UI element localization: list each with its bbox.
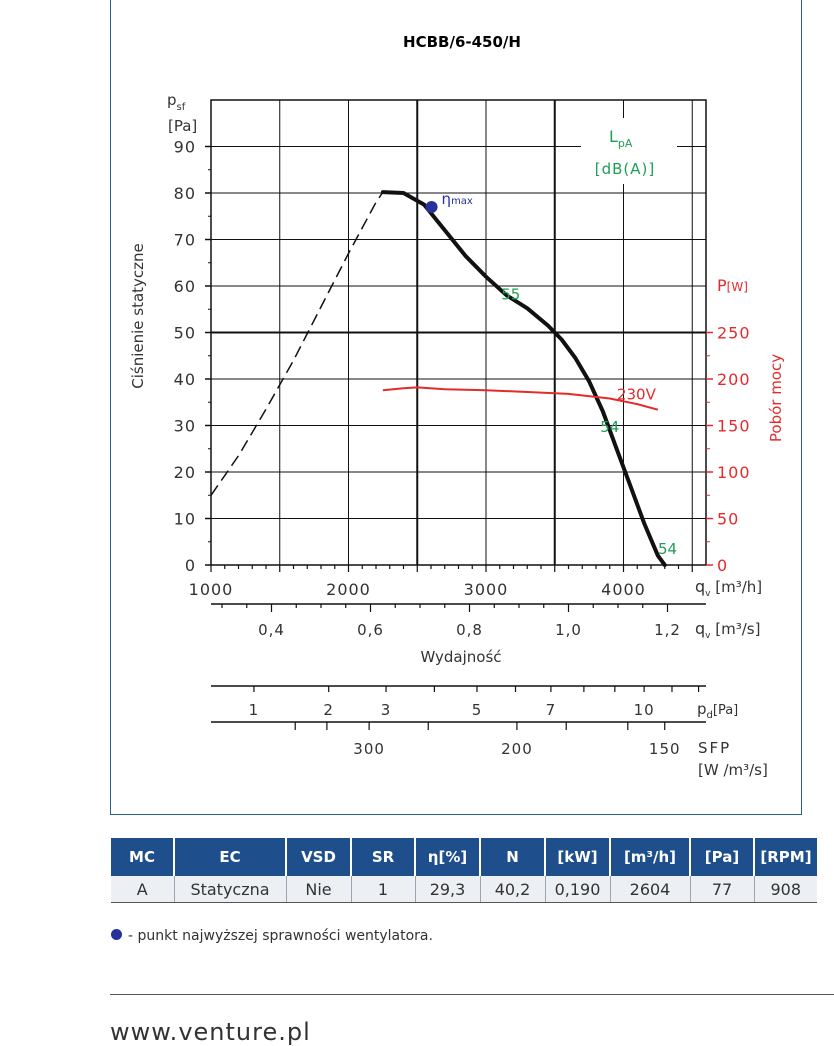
sfp-axis-label: SFP [698,739,731,757]
cell-vsd: Nie [286,876,352,903]
col-header-kw: [kW] [545,838,611,876]
cell-mc: A [111,876,175,903]
pd-tick-label: 5 [472,701,483,719]
y2-tick-label: 100 [717,463,751,482]
y-tick-label: 0 [185,556,196,575]
footer-url: www.venture.pl [110,1018,311,1046]
pd-axis-label: pd[Pa] [697,700,738,721]
y-tick-label: 90 [174,138,196,157]
x-axis-unit-m3h: qv [m³/h] [695,577,762,599]
noise-legend-title: LpA [609,127,633,150]
pressure-curve-unstable [210,191,384,496]
legend-note-text: - punkt najwyższej sprawności wentylator… [128,928,433,944]
col-header-rpm: [RPM] [754,838,817,876]
table-header-row: MC EC VSD SR η[%] N [kW] [m³/h] [Pa] [RP… [111,838,817,876]
y-tick-label: 70 [174,231,196,250]
x-axis-unit-m3s: qv [m³/s] [695,619,760,641]
x-tick-label-m3h: 3000 [464,580,509,599]
x-tick-label-m3s: 0,4 [258,621,285,639]
power-curve-label: 230V [617,386,657,404]
col-header-m3h: [m³/h] [610,838,691,876]
y2-tick-label: 150 [717,417,751,436]
col-header-sr: SR [351,838,416,876]
noise-legend-box [581,118,677,184]
col-header-mc: MC [111,838,175,876]
noise-level-label: 55 [501,285,520,303]
eta-max-point [425,200,438,213]
pressure-curve [380,190,667,567]
y-axis-unit: [Pa] [168,117,197,135]
sfp-tick-label: 200 [501,740,533,758]
x-tick-label-m3s: 0,6 [357,621,384,639]
cell-sr: 1 [351,876,416,903]
col-header-n: N [480,838,546,876]
pd-tick-label: 7 [546,701,557,719]
y-tick-label: 20 [174,463,196,482]
pd-tick-label: 2 [323,701,334,719]
chart-frame: HCBB/6-450/H 0 10 20 30 40 50 60 70 80 90 0 50 100 150… [110,0,802,815]
footer-divider [110,994,834,995]
legend-note: - punkt najwyższej sprawności wentylator… [111,928,433,944]
cell-pa: 77 [690,876,755,903]
col-header-eta: η[%] [415,838,481,876]
y-tick-label: 40 [174,370,196,389]
y2-axis-title: Pobór mocy [767,354,785,442]
y-tick-label: 10 [174,510,196,529]
y2-axis-symbol: P[W] [717,276,748,295]
pd-tick-label: 3 [381,701,392,719]
sfp-tick-label: 150 [649,740,681,758]
y-tick-label: 60 [174,277,196,296]
x-tick-label-m3h: 1000 [189,580,234,599]
x-tick-label-m3h: 2000 [326,580,371,599]
fan-performance-chart: HCBB/6-450/H0102030405060708090050100150… [129,33,785,779]
col-header-pa: [Pa] [690,838,755,876]
noise-level-label: 54 [658,540,677,558]
y-tick-label: 30 [174,417,196,436]
pd-tick-label: 1 [249,701,260,719]
cell-eta: 29,3 [415,876,481,903]
cell-ec: Statyczna [174,876,287,903]
cell-kw: 0,190 [545,876,611,903]
y-tick-label: 80 [174,184,196,203]
x-tick-label-m3h: 4000 [601,580,646,599]
y-tick-label: 50 [174,324,196,343]
y2-tick-label: 0 [717,556,728,575]
pd-tick-label: 10 [634,701,655,719]
noise-level-label: 54 [600,418,619,436]
y-axis-symbol: psf [167,91,186,113]
x-axis-title: Wydajność [420,648,501,666]
x-tick-label-m3s: 1,2 [654,621,681,639]
sfp-tick-label: 300 [353,740,385,758]
cell-n: 40,2 [480,876,546,903]
cell-rpm: 908 [754,876,817,903]
col-header-vsd: VSD [286,838,352,876]
y2-tick-label: 250 [717,324,751,343]
y2-tick-label: 200 [717,370,751,389]
eta-max-label: ηmax [442,190,473,208]
col-header-ec: EC [174,838,287,876]
y-axis-title: Ciśnienie statyczne [129,243,147,389]
spec-table: MC EC VSD SR η[%] N [kW] [m³/h] [Pa] [RP… [111,838,817,903]
power-curve [382,386,659,411]
sfp-axis-unit: [W /m³/s] [698,761,768,779]
chart-title: HCBB/6-450/H [403,33,521,51]
eta-max-dot-icon [111,929,122,940]
noise-legend-unit: [dB(A)] [595,160,655,178]
x-tick-label-m3s: 1,0 [555,621,582,639]
y2-tick-label: 50 [717,510,739,529]
table-row: A Statyczna Nie 1 29,3 40,2 0,190 2604 7… [111,876,817,903]
cell-m3h: 2604 [610,876,691,903]
x-tick-label-m3s: 0,8 [456,621,483,639]
